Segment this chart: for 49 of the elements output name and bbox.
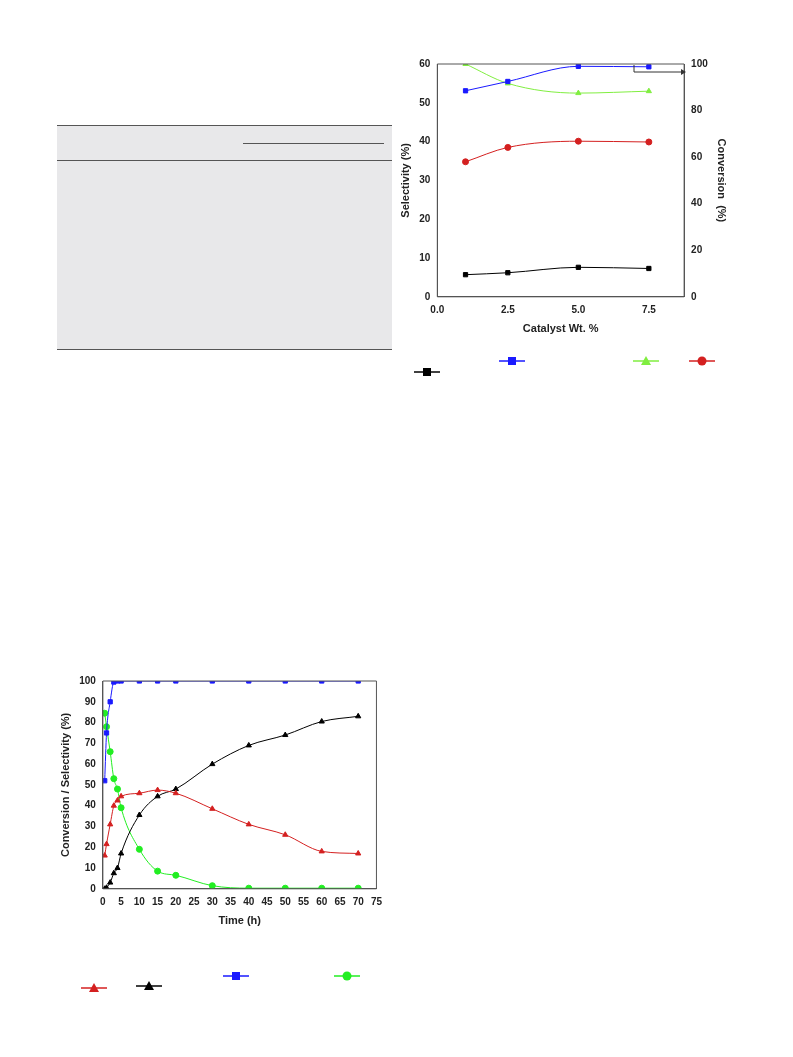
y-tick-label: 80 [84,716,97,728]
y-tick-label: 10 [419,251,431,263]
x-tick-label: 5.0 [571,303,586,315]
x-tick-label: 20 [170,895,182,907]
y2-tick-label: 20 [691,243,703,255]
x-tick-label: 0 [100,895,107,907]
x-tick-label: 70 [352,895,365,907]
y-tick-label: 40 [419,135,431,147]
y-axis-title: Selectivity (%) [398,142,411,218]
x-tick-label: 45 [261,895,274,907]
y-tick-label: 40 [84,799,97,811]
x-tick-label: 25 [188,895,201,907]
y2-axis-title: Conversion (%) [716,138,729,223]
y-tick-label: 0 [424,290,431,302]
x-tick-label: 60 [316,895,328,907]
x-tick-label: 50 [279,895,292,907]
x-tick-label: 5 [118,895,125,907]
x-tick-label: 2.5 [500,303,516,315]
y-tick-label: 20 [419,212,431,224]
y-tick-label: 50 [84,778,97,790]
x-tick-label: 35 [224,895,237,907]
y-tick-label: 70 [84,737,97,749]
y2-tick-label: 100 [691,57,709,69]
y-tick-label: 10 [84,861,97,873]
x-tick-label: 40 [243,895,255,907]
y-axis-title: Conversion / Selectivity (%) [58,712,71,858]
x-axis-title: Catalyst Wt. % [522,322,599,335]
y-tick-label: 0 [90,882,97,894]
x-tick-label: 7.5 [641,303,657,315]
x-tick-label: 55 [297,895,310,907]
y-tick-label: 30 [419,174,431,186]
y2-tick-label: 60 [691,150,703,162]
y-tick-label: 20 [84,840,97,852]
y-tick-label: 50 [419,96,431,108]
x-tick-label: 75 [370,895,383,907]
x-tick-label: 15 [152,895,164,907]
x-axis-title: Time (h) [218,914,262,927]
y2-tick-label: 40 [691,197,703,209]
y-tick-label: 100 [79,674,97,686]
x-tick-label: 0.0 [430,303,445,315]
x-tick-label: 10 [133,895,146,907]
y2-tick-label: 0 [691,290,698,302]
y-tick-label: 30 [84,820,97,832]
y-tick-label: 90 [84,695,97,707]
x-tick-label: 65 [334,895,346,907]
y-tick-label: 60 [84,757,97,769]
y-tick-label: 60 [419,57,431,69]
x-tick-label: 30 [206,895,219,907]
y2-tick-label: 80 [691,104,703,116]
